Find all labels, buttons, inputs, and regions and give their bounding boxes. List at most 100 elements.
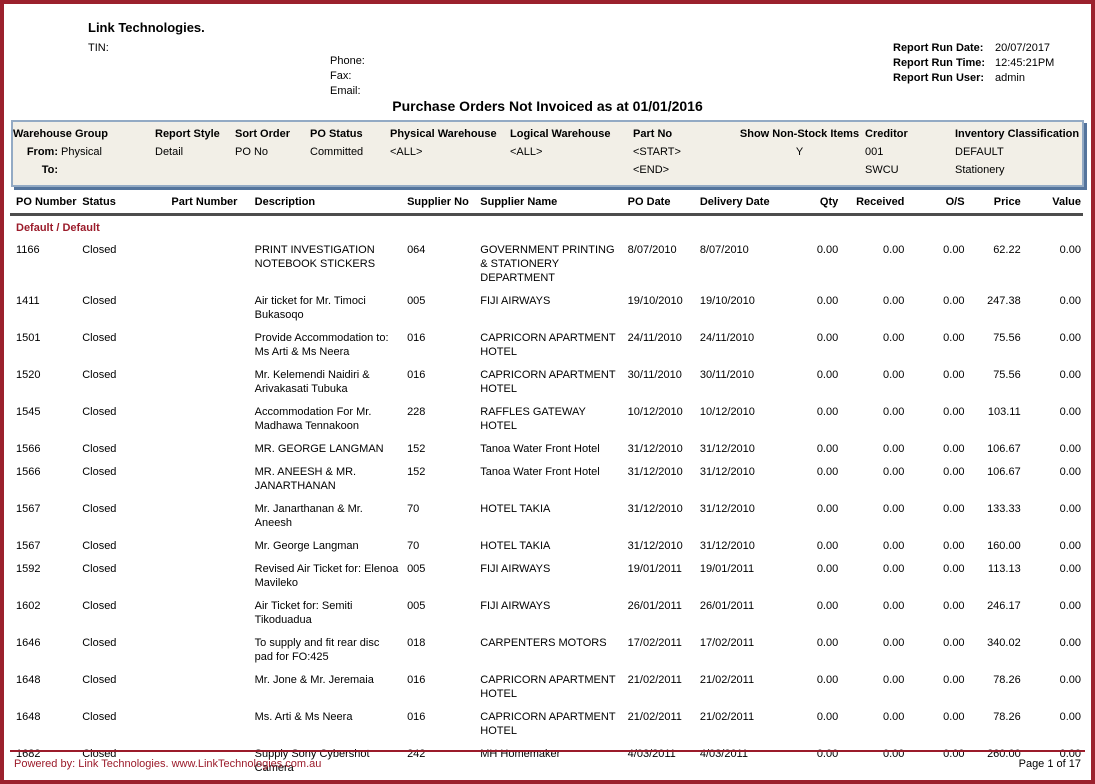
cell-desc: Mr. Jone & Mr. Jeremaia (254, 674, 374, 686)
cell-del_date: 31/12/2010 (699, 466, 755, 478)
cell-sup_no: 005 (407, 600, 426, 612)
cell-received: 0.00 (840, 779, 906, 780)
cell-desc: MR. ANEESH & MR. JANARTHANAN (254, 466, 357, 492)
cell-status: Closed (82, 443, 117, 455)
cell-received: 0.00 (882, 443, 905, 455)
cell-price: 75.56 (993, 369, 1021, 381)
table-row: 1648 Closed Ms. Arti & Ms Neera 016 CAPRICOR… (10, 705, 1083, 742)
cell-part (171, 289, 254, 326)
table-row: 1566 Closed MR. ANEESH & MR. JANARTHANAN 15… (10, 460, 1083, 497)
column-header: Supplier Name (480, 193, 628, 216)
cell-os: 0.00 (943, 332, 965, 344)
cell-part (171, 326, 254, 363)
page-number: Page 1 of 17 (1018, 758, 1081, 770)
cell-sup_no: 152 (407, 779, 480, 780)
cell-price: 246.17 (987, 600, 1021, 612)
cell-value: 0.00 (1059, 637, 1081, 649)
filter-column-header: Part No (633, 128, 673, 140)
cell-os: 0.00 (943, 711, 965, 723)
cell-sup_no: 70 (407, 540, 420, 552)
cell-sup_name: CAPRICORN APARTMENT HOTEL (480, 674, 616, 700)
powered-by-text: Powered by: Link Technologies. (14, 758, 169, 770)
cell-sup_name: Tanoa Water Front Hotel (480, 466, 600, 478)
cell-desc: Mr. Kelemendi Naidiri & Arivakasati Tubu… (254, 369, 370, 395)
cell-qty: 0.00 (816, 406, 839, 418)
cell-del_date: 31/12/2010 (699, 540, 755, 552)
table-row: 1566 Closed MR. GEORGE LANGMAN 152 Tanoa Wat… (10, 437, 1083, 460)
cell-received: 0.00 (882, 563, 905, 575)
column-header: Part Number (171, 193, 255, 216)
company-name: Link Technologies. (88, 20, 205, 35)
filter-to-value (235, 161, 310, 179)
cell-desc: Air ticket for Mr. Timoci Bukasoqo (254, 295, 366, 321)
cell-sup_name: FIJI AIRWAYS (480, 563, 551, 575)
cell-part (171, 497, 254, 534)
cell-price: 340.02 (987, 637, 1021, 649)
cell-qty: 0.00 (816, 637, 839, 649)
cell-sup_name: HOTEL TAKIA (480, 540, 551, 552)
run-user-value: admin (995, 72, 1025, 84)
cell-sup_no: 016 (407, 674, 426, 686)
cell-po: 1566 (16, 443, 41, 455)
filter-from-row: From: Physical Detail PO No Committed <ALL> <A… (13, 143, 1082, 161)
table-row: 1646 Closed To supply and fit rear disc pa… (10, 631, 1083, 668)
cell-qty: 0.00 (816, 711, 839, 723)
cell-po_date: 19/01/2011 (627, 563, 682, 575)
cell-po_date: 31/12/2010 (627, 503, 683, 515)
email-label: Email: (330, 85, 361, 97)
cell-os: 0.00 (943, 674, 965, 686)
filter-column-header: Inventory Classification (955, 128, 1080, 140)
cell-value: 0.00 (1059, 600, 1081, 612)
cell-sup_no: 228 (407, 406, 426, 418)
cell-po: 1166 (16, 244, 40, 256)
column-header: PO Number (10, 193, 83, 216)
cell-po_date: 17/02/2011 (627, 637, 682, 649)
filter-column-header: Sort Order (235, 128, 291, 140)
filter-column-header: Physical Warehouse (390, 128, 497, 140)
cell-po_date: 31/12/2010 (627, 540, 683, 552)
filter-to-value (310, 161, 390, 179)
cell-sup_no: 016 (407, 369, 426, 381)
cell-qty: 0.00 (816, 674, 839, 686)
filter-parameters-panel: Warehouse Group Report Style Sort Order PO … (11, 120, 1084, 187)
cell-os: 0.00 (943, 466, 965, 478)
cell-status: Closed (82, 540, 117, 552)
cell-po_date: 31/12/2010 (627, 466, 683, 478)
column-header: Status (82, 193, 172, 216)
website-link[interactable]: www.LinkTechnologies.com.au (171, 758, 322, 770)
cell-qty: 0.00 (816, 295, 839, 307)
cell-price: 75.56 (993, 332, 1021, 344)
filter-column-header: Creditor (865, 128, 908, 140)
table-row: 1166 Closed PRINT INVESTIGATION NOTEBOOK S… (10, 238, 1083, 289)
cell-sup_name: FIJI AIRWAYS (480, 600, 551, 612)
cell-status: Closed (82, 711, 117, 723)
table-row: 1592 Closed Revised Air Ticket for: Elenoa… (10, 557, 1083, 594)
cell-po: 1520 (16, 369, 41, 381)
cell-part (171, 437, 254, 460)
cell-sup_name: CAPRICORN APARTMENT HOTEL (480, 369, 616, 395)
filter-from-value: PO No (235, 146, 269, 158)
cell-sup_name: CAPRICORN APARTMENT HOTEL (480, 332, 616, 358)
cell-sup_no: 016 (407, 332, 426, 344)
cell-qty: 0.00 (816, 369, 839, 381)
cell-part (171, 460, 254, 497)
cell-del_date: 24/11/2010 (699, 332, 755, 344)
cell-po: 1592 (16, 563, 41, 575)
column-header: Price (966, 193, 1023, 216)
cell-price: 103.11 (987, 406, 1021, 418)
cell-po: 1646 (16, 637, 41, 649)
cell-status: Closed (82, 466, 117, 478)
column-header: Value (1022, 193, 1083, 216)
cell-desc: Accommodation For Mr. Madhawa Tennakoon (254, 406, 372, 432)
cell-part (171, 668, 254, 705)
report-footer: Powered by: Link Technologies. www.LinkT… (10, 750, 1085, 774)
cell-po_date: 23/03/2011 (628, 779, 700, 780)
tin-label: TIN: (88, 42, 109, 54)
cell-price: 106.67 (987, 466, 1021, 478)
cell-sup_no: 064 (407, 244, 426, 256)
cell-status: Closed (82, 674, 117, 686)
group-label: Default / Default (16, 222, 100, 234)
column-header: PO Date (627, 193, 700, 216)
table-row: 1501 Closed Provide Accommodation to: Ms A… (10, 326, 1083, 363)
